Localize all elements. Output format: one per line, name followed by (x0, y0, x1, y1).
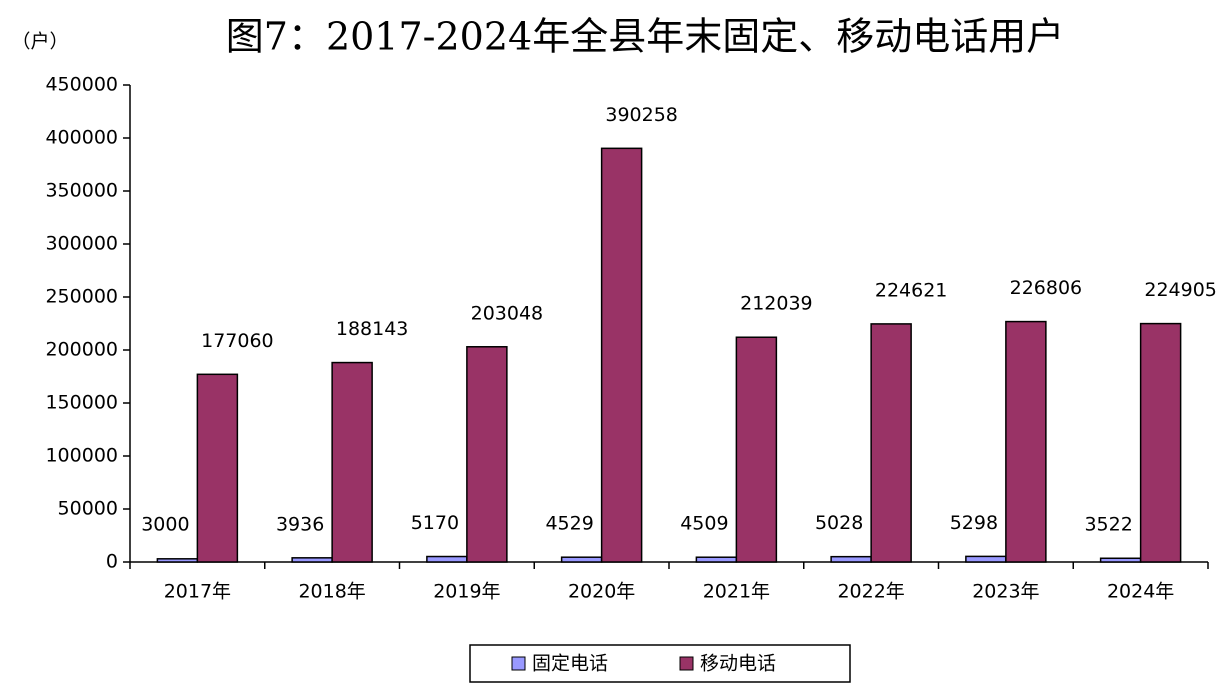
data-label: 212039 (740, 293, 813, 315)
data-label: 224905 (1144, 279, 1217, 301)
bar (426, 555, 468, 563)
bar (830, 555, 872, 563)
data-label: 3000 (141, 514, 189, 536)
bar (331, 361, 373, 563)
data-label: 177060 (201, 330, 274, 352)
y-tick-label: 350000 (45, 180, 118, 202)
y-tick-label: 0 (106, 551, 118, 573)
legend-swatch (511, 656, 526, 671)
data-label: 3936 (276, 513, 324, 535)
bar (1099, 557, 1142, 563)
bar (196, 373, 239, 563)
data-label: 188143 (336, 318, 409, 340)
bar (291, 557, 333, 563)
y-tick-label: 250000 (45, 286, 118, 308)
x-tick-label: 2024年 (1107, 581, 1174, 603)
bar (695, 556, 738, 563)
x-tick-label: 2017年 (164, 581, 231, 603)
data-label: 3522 (1084, 514, 1132, 536)
data-label: 224621 (875, 279, 948, 301)
data-label: 226806 (1010, 277, 1083, 299)
bar (600, 147, 643, 563)
y-tick-label: 400000 (45, 127, 118, 149)
data-label: 390258 (605, 104, 678, 126)
data-label: 4509 (680, 513, 728, 535)
x-tick-label: 2021年 (703, 581, 770, 603)
x-tick-label: 2023年 (972, 581, 1039, 603)
legend-label: 移动电话 (700, 653, 776, 675)
bar (560, 556, 603, 563)
data-label: 203048 (471, 302, 544, 324)
y-tick-label: 100000 (45, 445, 118, 467)
bar (466, 346, 508, 563)
y-tick-label: 450000 (45, 74, 118, 96)
y-tick-label: 200000 (45, 339, 118, 361)
legend-label: 固定电话 (532, 653, 608, 675)
chart-title: 图7：2017-2024年全县年末固定、移动电话用户 (226, 15, 1064, 59)
bar (735, 336, 778, 563)
x-tick-label: 2018年 (298, 581, 365, 603)
bar (1139, 322, 1182, 563)
y-tick-label: 150000 (45, 392, 118, 414)
bar (156, 558, 199, 563)
data-label: 5298 (950, 512, 998, 534)
legend-swatch (679, 656, 694, 671)
data-label: 5170 (411, 512, 459, 534)
y-tick-label: 50000 (58, 498, 118, 520)
y-axis-unit: （户） (11, 31, 68, 53)
legend-box (469, 644, 851, 683)
y-tick-label: 300000 (45, 233, 118, 255)
data-label: 5028 (815, 512, 863, 534)
data-label: 4529 (545, 513, 593, 535)
bar (965, 555, 1007, 563)
x-tick-label: 2022年 (837, 581, 904, 603)
x-tick-label: 2020年 (568, 581, 635, 603)
bar (1005, 320, 1047, 563)
bar (870, 323, 912, 563)
x-tick-label: 2019年 (433, 581, 500, 603)
